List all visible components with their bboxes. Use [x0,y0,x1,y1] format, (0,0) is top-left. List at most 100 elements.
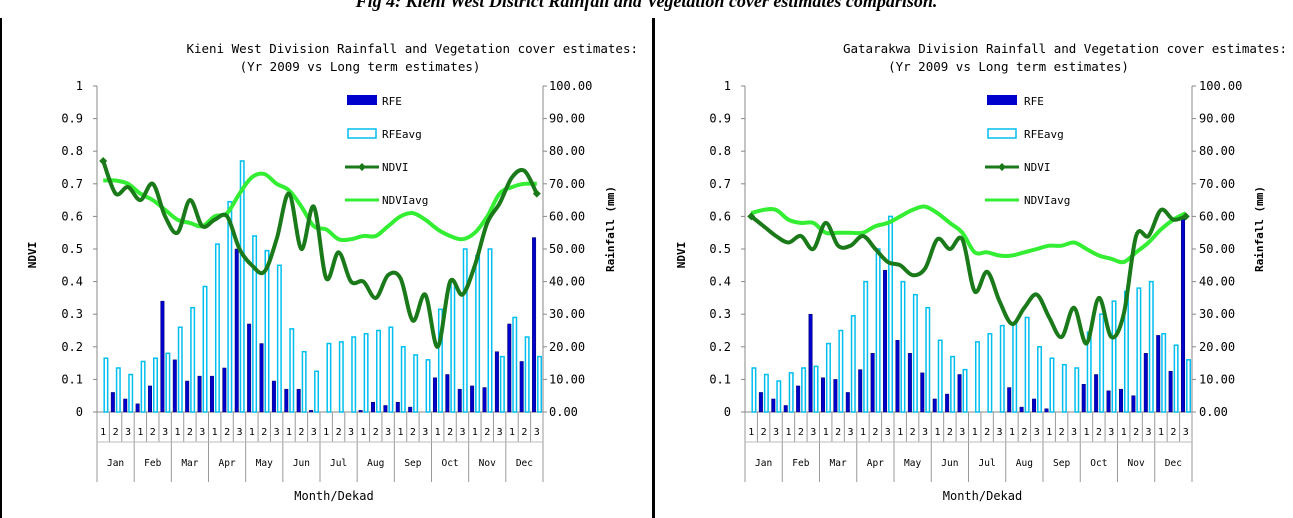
rfeavg-bar [776,380,782,413]
dekad-label: 3 [773,427,779,438]
month-label: Sep [1053,458,1070,469]
rfeavg-bar [314,370,320,413]
rfe-bar [110,392,115,413]
rfeavg-bar [838,329,844,413]
rfeavg-bar [813,365,819,413]
rfeavg-bar [512,316,518,413]
rfe-bar [1181,217,1186,413]
rfeavg-bar [400,346,406,413]
right-tick-label: 80.00 [1199,144,1235,158]
rfeavg-bar [900,280,906,413]
right-tick-label: 50.00 [1199,242,1235,256]
rfe-bar [432,377,437,413]
dekad-label: 1 [137,427,143,438]
rfeavg-bar [462,248,468,413]
rfeavg-bar [301,350,307,413]
right-tick-label: 60.00 [549,209,585,223]
right-tick-label: 20.00 [549,340,585,354]
legend-ndviavg-label: NDVIavg [382,194,428,207]
dekad-label: 2 [1133,427,1139,438]
left-tick-label: 0 [724,405,731,419]
left-tick-label: 0 [76,405,83,419]
legend-ndvi-marker [998,163,1006,171]
rfeavg-bar [850,315,856,413]
rfeavg-bar [376,329,381,413]
rfeavg-bar [153,357,158,413]
dekad-label: 3 [497,427,503,438]
left-tick-label: 0.3 [709,307,731,321]
dekad-label: 3 [997,427,1003,438]
rfeavg-bar [264,249,270,413]
rfe-bar [234,248,239,413]
rfeavg-bar [524,336,530,413]
rfe-bar [833,379,838,413]
kieni-west-chart-panel: Kieni West Division Rainfall and Vegetat… [0,18,650,518]
rfe-bar [408,406,413,413]
rfe-bar [197,375,202,413]
dekad-label: 1 [1121,427,1127,438]
rfeavg-bar [326,342,332,413]
rfeavg-bar [475,254,481,413]
dekad-label: 1 [785,427,791,438]
month-label: Jan [755,458,772,469]
dekad-label: 1 [934,427,940,438]
dekad-label: 2 [1059,427,1065,438]
rfe-bar [932,398,937,413]
left-tick-label: 0.2 [61,340,83,354]
rfeavg-bar [763,373,769,413]
dekad-label: 2 [447,427,453,438]
rfe-bar [820,377,825,413]
legend-rfeavg-label: RFEavg [1024,128,1064,141]
rfe-bar [284,388,289,413]
rfe-bar [1081,384,1086,413]
right-tick-label: 60.00 [1199,209,1235,223]
chart-title: Kieni West Division Rainfall and Vegetat… [186,41,638,56]
left-tick-label: 0.7 [61,177,83,191]
left-tick-label: 0.5 [61,242,83,256]
right-tick-label: 90.00 [1199,112,1235,126]
rfeavg-bar [413,354,419,413]
left-tick-label: 0.6 [61,209,83,223]
month-label: Oct [441,458,458,469]
y-axis-label-left: NDVI [26,242,39,269]
month-label: Nov [1128,458,1145,469]
dekad-label: 3 [422,427,428,438]
rfe-bar [519,361,524,413]
rfe-bar [135,403,140,413]
left-tick-label: 0.4 [61,275,83,289]
dekad-label: 1 [972,427,978,438]
left-tick-label: 0.2 [709,340,731,354]
dekad-label: 3 [311,427,317,438]
legend-rfe-swatch [347,95,377,105]
rfeavg-bar [425,359,431,413]
legend-rfe-swatch [987,95,1017,105]
rfe-bar [808,313,813,413]
dekad-label: 2 [761,427,767,438]
dekad-label: 2 [872,427,878,438]
rfeavg-bar [252,235,258,413]
rfeavg-bar [437,308,443,413]
rfeavg-bar [1061,363,1067,413]
right-tick-label: 90.00 [549,112,585,126]
rfe-bar [1131,395,1136,413]
left-tick-label: 0.9 [709,112,731,126]
rfeavg-bar [1024,316,1030,413]
dekad-label: 2 [1170,427,1176,438]
rfeavg-bar [999,324,1005,413]
dekad-label: 1 [823,427,829,438]
dekad-label: 1 [212,427,218,438]
dekad-label: 3 [1183,427,1189,438]
dekad-label: 3 [1034,427,1040,438]
dekad-label: 3 [1146,427,1152,438]
rfeavg-bar [276,264,282,413]
left-tick-label: 0.9 [61,112,83,126]
chart-title: Gatarakwa Division Rainfall and Vegetati… [843,41,1287,56]
month-label: Apr [218,458,235,469]
legend-rfeavg-swatch [347,128,377,139]
left-tick-label: 0.5 [709,242,731,256]
month-label: Jul [330,458,347,469]
rfeavg-bar [925,306,931,413]
rfeavg-bar [487,248,493,413]
y-axis-label-right: Rainfall (mm) [604,186,617,272]
dekad-label: 1 [398,427,404,438]
